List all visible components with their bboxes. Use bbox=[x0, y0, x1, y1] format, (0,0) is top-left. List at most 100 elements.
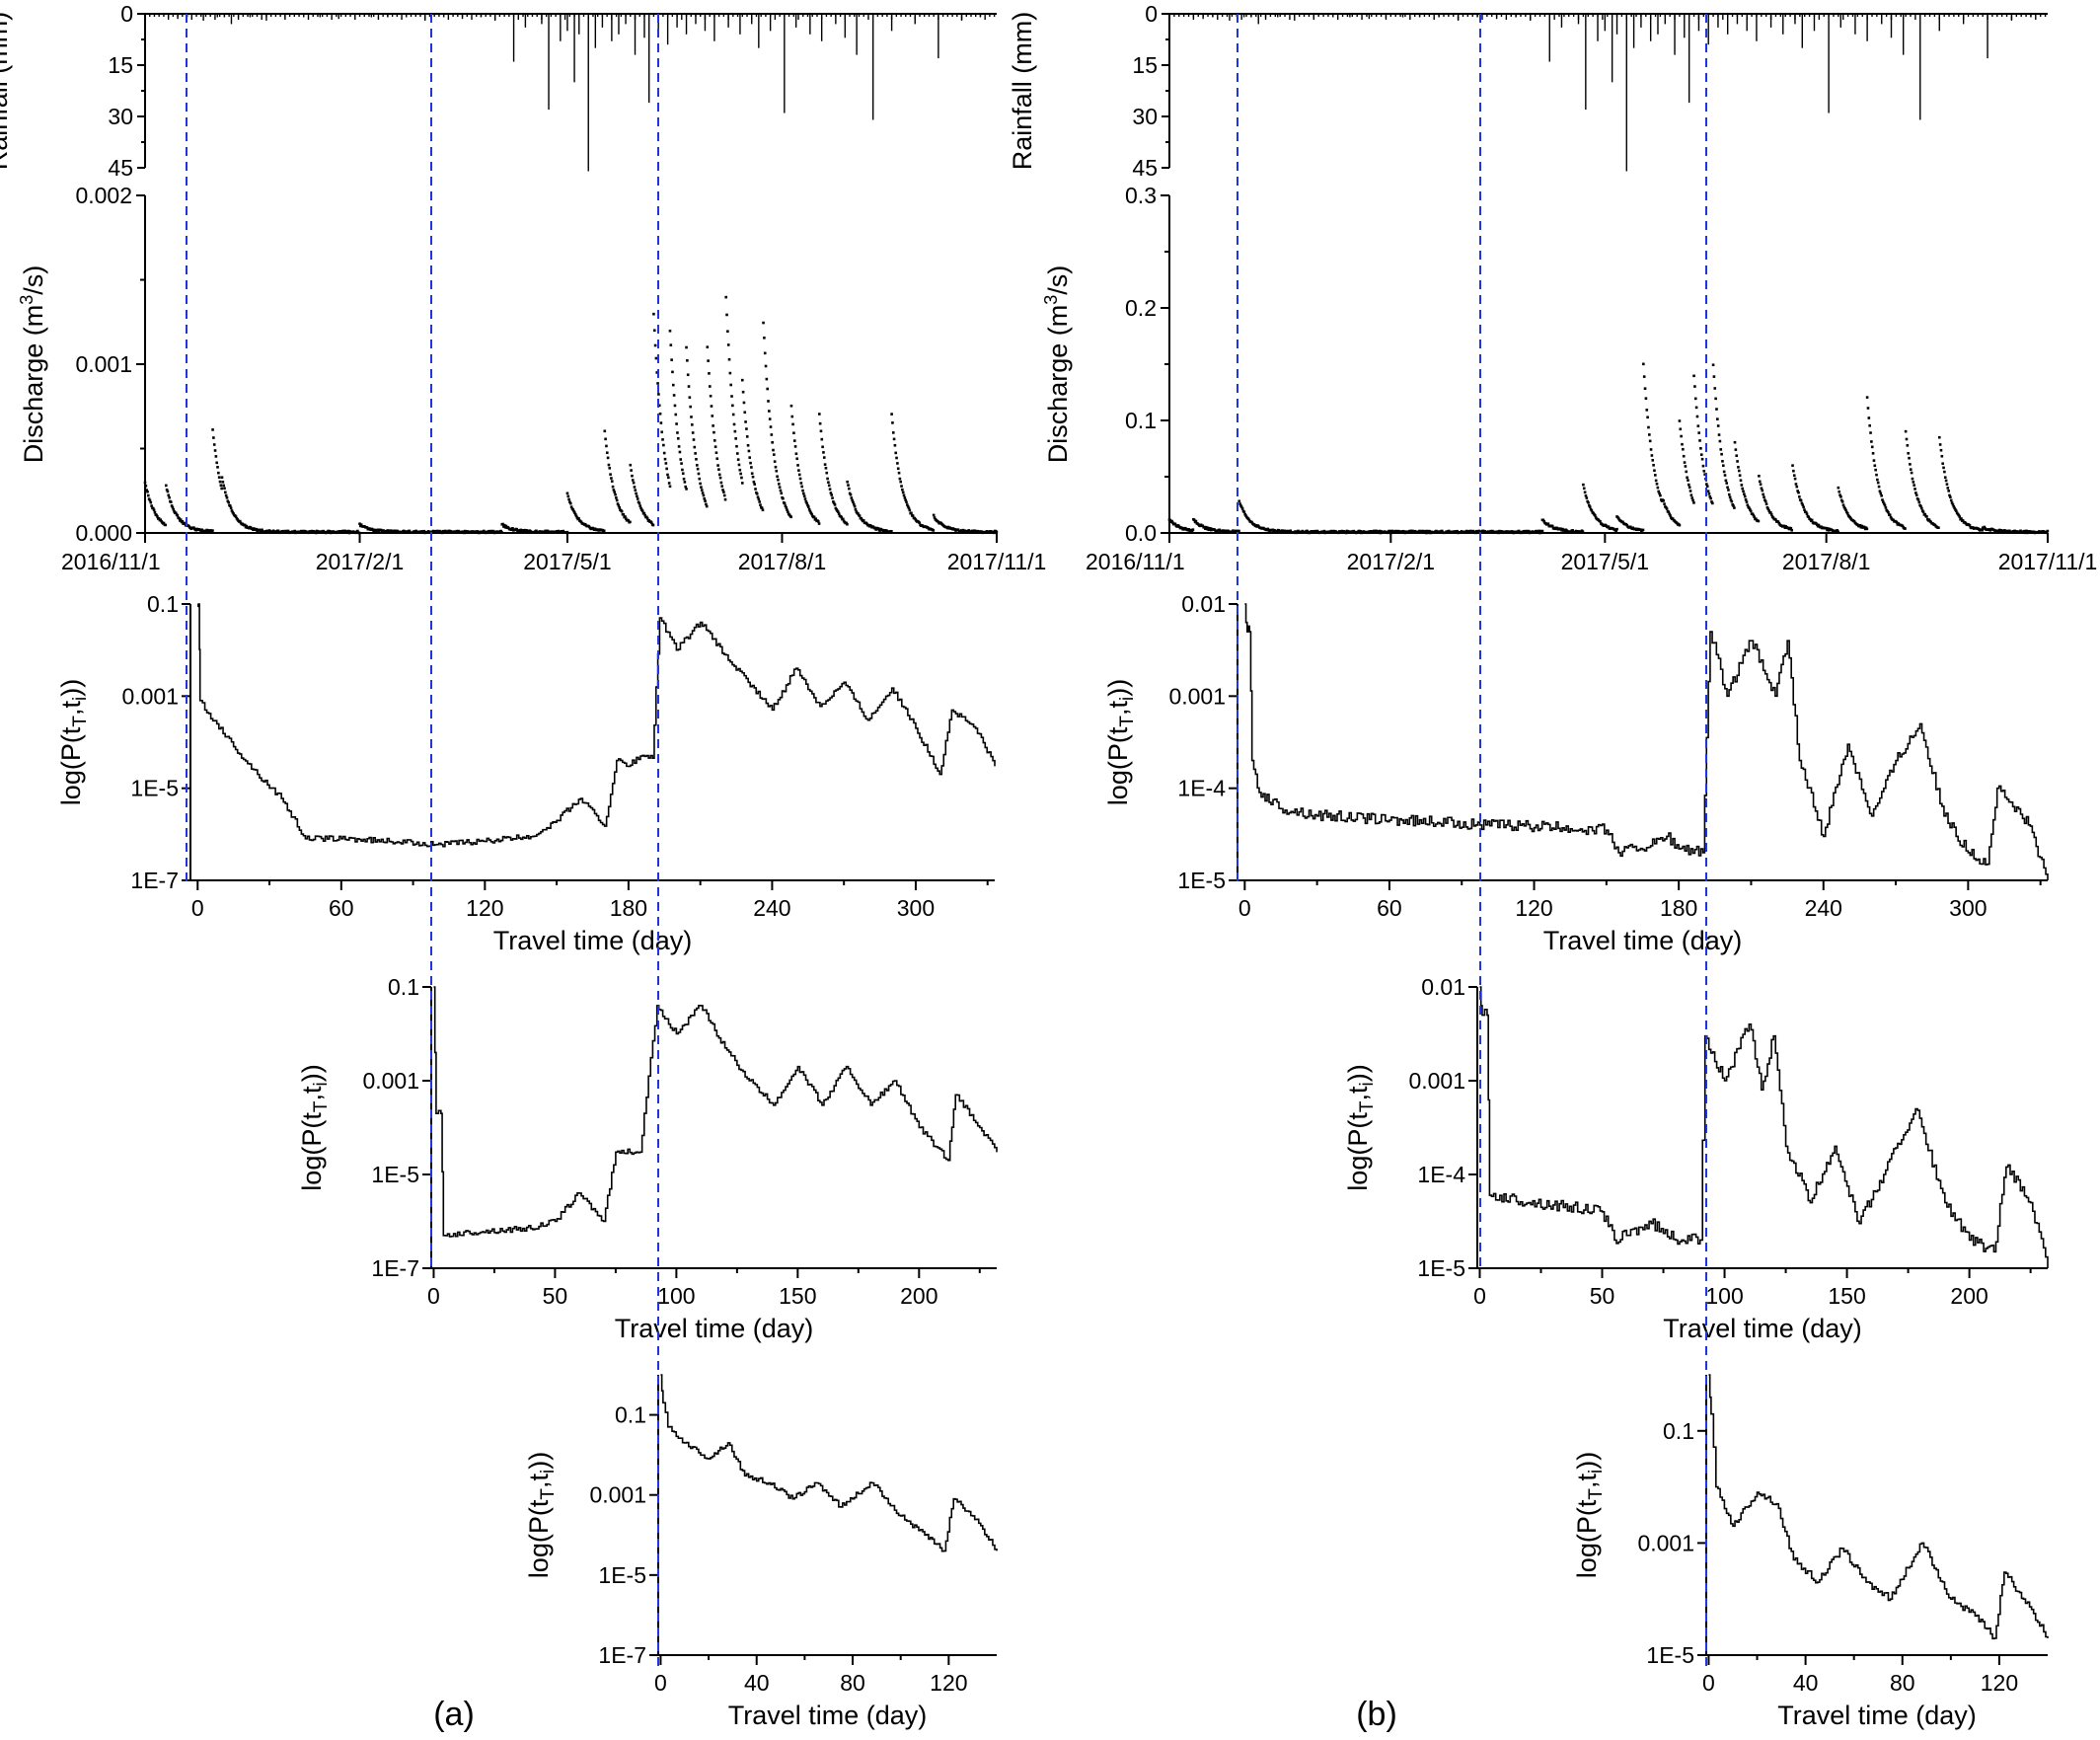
a-discharge-point bbox=[826, 477, 829, 481]
b-discharge-point bbox=[1733, 506, 1736, 509]
b-ttd-2-ytick-label: 0.01 bbox=[1421, 974, 1465, 1000]
b-discharge-point bbox=[1719, 448, 1723, 451]
b-discharge-point bbox=[1904, 429, 1908, 433]
b-discharge-point bbox=[1826, 528, 1829, 532]
b-discharge-point bbox=[1960, 517, 1963, 520]
b-discharge-point bbox=[1645, 409, 1649, 412]
b-discharge-point bbox=[1687, 479, 1689, 482]
a-discharge-point bbox=[845, 521, 848, 525]
b-discharge-point bbox=[1463, 531, 1467, 535]
b-ttd-2-series-line bbox=[1479, 986, 2049, 1268]
a-discharge-point bbox=[515, 527, 518, 531]
b-discharge-point bbox=[1190, 529, 1194, 533]
a-ttd-2-xtick-label: 50 bbox=[543, 1283, 568, 1309]
a-discharge-point bbox=[217, 471, 220, 475]
b-discharge-point bbox=[1749, 509, 1753, 513]
b-discharge-point bbox=[1968, 524, 1972, 527]
b-discharge-point bbox=[1283, 529, 1287, 533]
a-discharge-point bbox=[890, 530, 893, 533]
b-discharge-point bbox=[1777, 522, 1781, 525]
a-discharge-point bbox=[205, 528, 208, 532]
a-discharge-point bbox=[603, 429, 607, 433]
a-discharge-point bbox=[462, 530, 465, 533]
b-discharge-point bbox=[1642, 375, 1646, 378]
a-discharge-point bbox=[664, 462, 668, 465]
b-discharge-point bbox=[1878, 490, 1882, 493]
b-discharge-point bbox=[1875, 473, 1878, 477]
a-discharge-point bbox=[800, 485, 803, 489]
a-discharge-point bbox=[645, 517, 649, 520]
b-ttd-1-xlabel: Travel time (day) bbox=[1543, 926, 1743, 955]
a-discharge-point bbox=[265, 529, 268, 533]
a-discharge-point bbox=[734, 437, 737, 440]
a-discharge-point bbox=[655, 371, 659, 374]
a-discharge-point bbox=[708, 372, 711, 375]
b-discharge-point bbox=[1480, 531, 1483, 534]
b-discharge-point bbox=[1588, 505, 1592, 508]
b-rainfall-panel: 0 15 30 45 Rainfall (mm) bbox=[1008, 1, 2048, 181]
b-discharge-point bbox=[1655, 483, 1659, 486]
a-discharge-point bbox=[687, 385, 691, 388]
a-discharge-point bbox=[442, 531, 446, 534]
a-discharge-point bbox=[365, 526, 369, 529]
b-discharge-point bbox=[1579, 530, 1583, 534]
a-discharge-point bbox=[660, 430, 664, 434]
a-discharge-point bbox=[358, 522, 361, 526]
a-discharge-point bbox=[153, 510, 157, 514]
a-discharge-point bbox=[712, 439, 716, 442]
a-discharge-point bbox=[901, 488, 904, 492]
b-ttd-1-series-line bbox=[1244, 603, 2049, 880]
b-discharge-point bbox=[1669, 514, 1672, 517]
a-discharge-point bbox=[631, 474, 634, 478]
b-discharge-point bbox=[1804, 510, 1808, 514]
b-discharge-point bbox=[1852, 520, 1856, 523]
a-discharge-point bbox=[837, 512, 841, 515]
a-ttd-3-ytick-label: 1E-7 bbox=[598, 1642, 646, 1668]
a-discharge-point bbox=[704, 499, 707, 502]
a-discharge-point bbox=[566, 494, 570, 498]
a-ttd-3-ylabel: log(P(tT,ti)) bbox=[524, 1452, 559, 1578]
a-discharge-point bbox=[693, 445, 697, 449]
a-discharge-point bbox=[900, 485, 903, 488]
a-discharge-point bbox=[831, 496, 834, 499]
b-discharge-point bbox=[1682, 454, 1686, 458]
a-discharge-point bbox=[681, 472, 685, 476]
b-discharge-point bbox=[1712, 375, 1716, 378]
a-discharge-point bbox=[572, 509, 575, 513]
b-discharge-point bbox=[1657, 490, 1661, 493]
b-discharge-point bbox=[1743, 492, 1746, 495]
a-discharge-point bbox=[568, 501, 572, 505]
b-discharge-point bbox=[1841, 503, 1845, 507]
b-discharge-point bbox=[1583, 491, 1587, 494]
b-discharge-point bbox=[1901, 524, 1905, 528]
b-discharge-point bbox=[1961, 519, 1965, 522]
a-discharge-point bbox=[908, 508, 912, 512]
a-discharge-point bbox=[146, 490, 149, 493]
a-discharge-point bbox=[711, 415, 714, 417]
a-discharge-point bbox=[670, 358, 673, 361]
a-discharge-point bbox=[842, 517, 845, 521]
b-discharge-point bbox=[1700, 457, 1704, 461]
b-ttd-1-ytick-label: 0.001 bbox=[1168, 683, 1226, 709]
a-rainfall-panel: 0 15 30 45 Rainfall (mm) bbox=[0, 1, 997, 181]
a-discharge-point bbox=[359, 523, 363, 526]
b-ttd-1-ytick-label: 0.01 bbox=[1181, 591, 1226, 617]
b-discharge-point bbox=[1858, 523, 1862, 527]
a-discharge-point bbox=[488, 529, 491, 533]
b-discharge-point bbox=[1912, 481, 1915, 484]
a-ttd-2-xtick-label: 0 bbox=[427, 1283, 440, 1309]
a-discharge-point bbox=[511, 527, 514, 530]
b-discharge-point bbox=[1239, 505, 1243, 509]
a-discharge-point bbox=[786, 508, 788, 512]
b-discharge-point bbox=[1688, 490, 1692, 492]
b-discharge-point bbox=[1882, 502, 1886, 505]
b-discharge-xtick-label: 2016/11/1 bbox=[1086, 549, 1185, 574]
b-discharge-point bbox=[1769, 513, 1773, 516]
a-discharge-point bbox=[735, 444, 738, 448]
b-discharge-point bbox=[1594, 514, 1597, 517]
a-discharge-point bbox=[731, 413, 735, 416]
b-discharge-point bbox=[1586, 499, 1589, 503]
a-discharge-point bbox=[200, 528, 203, 532]
a-discharge-point bbox=[818, 413, 821, 416]
a-discharge-point bbox=[832, 501, 836, 505]
